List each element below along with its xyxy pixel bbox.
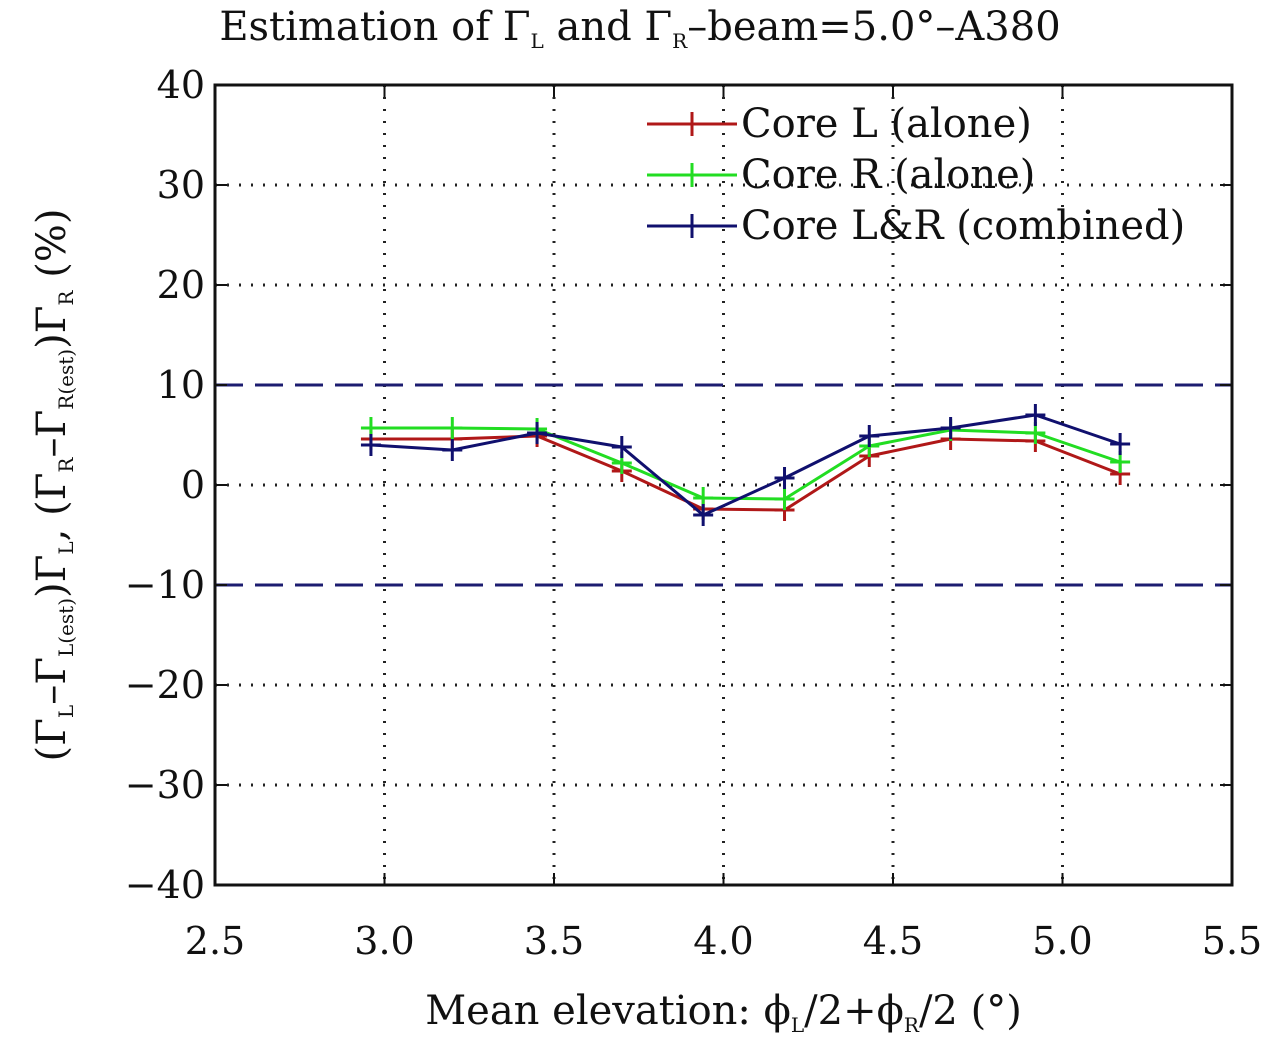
chart-title: Estimation of ΓL and ΓR–beam=5.0°–A380 [0, 4, 1280, 53]
ylabel-part: )Γ [29, 554, 75, 598]
data-point [611, 436, 632, 458]
legend-item-core-lr: Core L&R (combined) [645, 200, 1185, 251]
y-tick-label: 40 [156, 63, 205, 107]
legend-swatch-core-lr [647, 213, 737, 238]
title-text-2: and Γ [543, 4, 673, 50]
xlabel-part: /2+ϕ [804, 988, 904, 1034]
legend-label: Core R (alone) [741, 151, 1036, 198]
x-axis-label: Mean elevation: ϕL/2+ϕR/2 (°) [215, 986, 1232, 1036]
xlabel-sub: R [903, 1013, 919, 1037]
xlabel-part: Mean elevation: ϕ [425, 988, 791, 1034]
x-tick-label: 3.5 [523, 919, 585, 963]
grid [215, 85, 1232, 885]
ylabel-part: –Γ [29, 409, 75, 458]
y-axis-label: (ΓL–ΓL(est))ΓL, (ΓR–ΓR(est))ΓR (%) [27, 85, 78, 885]
x-tick-label: 5.5 [1201, 919, 1263, 963]
legend-label: Core L (alone) [741, 100, 1032, 147]
title-sub-2: R [672, 29, 688, 53]
ylabel-sub: R(est) [54, 348, 78, 410]
series-0 [360, 425, 1131, 521]
data-point [693, 504, 714, 526]
y-tick-label: 10 [156, 363, 205, 407]
legend-item-core-l: Core L (alone) [645, 98, 1185, 149]
legend-item-core-r: Core R (alone) [645, 149, 1185, 200]
data-point [442, 439, 463, 461]
y-tick-label: −20 [124, 663, 205, 707]
data-point [360, 434, 381, 456]
ylabel-sub: R [54, 290, 78, 306]
x-tick-label: 5.0 [1032, 919, 1093, 963]
y-tick-label: −10 [124, 563, 205, 607]
legend-label: Core L&R (combined) [741, 202, 1186, 249]
axis-ticks [215, 85, 1232, 885]
ylabel-sub: R [54, 457, 78, 473]
data-point [527, 422, 548, 444]
x-tick-label: 2.5 [184, 919, 246, 963]
y-tick-label: −30 [124, 763, 205, 807]
legend-swatch-core-l [647, 111, 737, 136]
x-tick-label: 4.0 [693, 919, 754, 963]
ylabel-part: , (Γ [29, 472, 75, 542]
series-line [370, 426, 1121, 501]
ylabel-part: –Γ [29, 657, 75, 705]
y-tick-label: 20 [156, 263, 205, 307]
data-point [774, 488, 795, 510]
title-sub-1: L [530, 29, 544, 53]
ylabel-sub: L(est) [54, 598, 78, 658]
title-text-1: Estimation of Γ [219, 4, 531, 50]
x-tick-label: 4.5 [862, 919, 924, 963]
reference-lines [215, 383, 1232, 587]
ylabel-part: (Γ [29, 718, 75, 762]
x-tick-label: 3.0 [354, 919, 415, 963]
data-point [940, 417, 961, 439]
data-point [442, 417, 463, 439]
xlabel-part: /2 (°) [918, 988, 1022, 1034]
data-point [1025, 404, 1046, 426]
series-line [370, 434, 1121, 512]
legend-swatch-core-r [647, 162, 737, 187]
data-point [859, 425, 880, 447]
ylabel-sub: L [54, 704, 78, 719]
series-layer [360, 404, 1131, 526]
xlabel-sub: L [790, 1013, 805, 1037]
y-tick-label: −40 [124, 863, 205, 907]
title-text-3: –beam=5.0°–A380 [687, 4, 1061, 50]
legend: Core L (alone) Core R (alone) Core L&R (… [645, 98, 1185, 251]
ylabel-part: (%) [29, 208, 75, 291]
series-line [370, 413, 1121, 517]
y-tick-label: 30 [156, 163, 205, 207]
data-point [774, 467, 795, 489]
data-point [1110, 433, 1131, 455]
ylabel-part: )Γ [29, 305, 75, 349]
y-tick-label: 0 [180, 463, 205, 507]
series-2 [360, 404, 1131, 526]
ylabel-sub: L [54, 541, 78, 555]
